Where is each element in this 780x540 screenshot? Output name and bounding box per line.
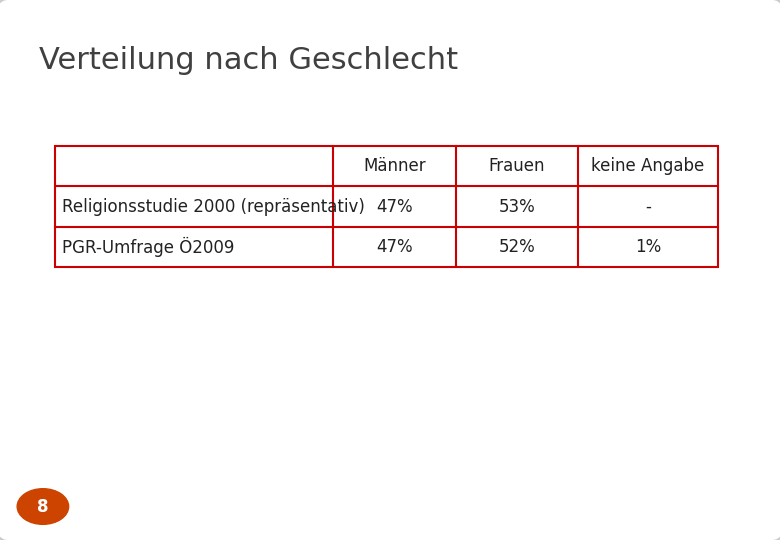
Text: 1%: 1% [635,238,661,256]
Text: -: - [645,198,651,215]
Circle shape [17,489,69,524]
Text: Verteilung nach Geschlecht: Verteilung nach Geschlecht [39,46,458,75]
Bar [55,146,718,267]
Text: Religionsstudie 2000 (repräsentativ): Religionsstudie 2000 (repräsentativ) [62,198,365,215]
Text: 53%: 53% [498,198,535,215]
Text: keine Angabe: keine Angabe [591,157,704,175]
Text: 47%: 47% [376,238,413,256]
Text: 8: 8 [37,497,48,516]
Text: PGR-Umfrage Ö2009: PGR-Umfrage Ö2009 [62,237,235,257]
Text: Frauen: Frauen [489,157,545,175]
Text: 52%: 52% [498,238,535,256]
Text: 47%: 47% [376,198,413,215]
Text: Männer: Männer [363,157,426,175]
